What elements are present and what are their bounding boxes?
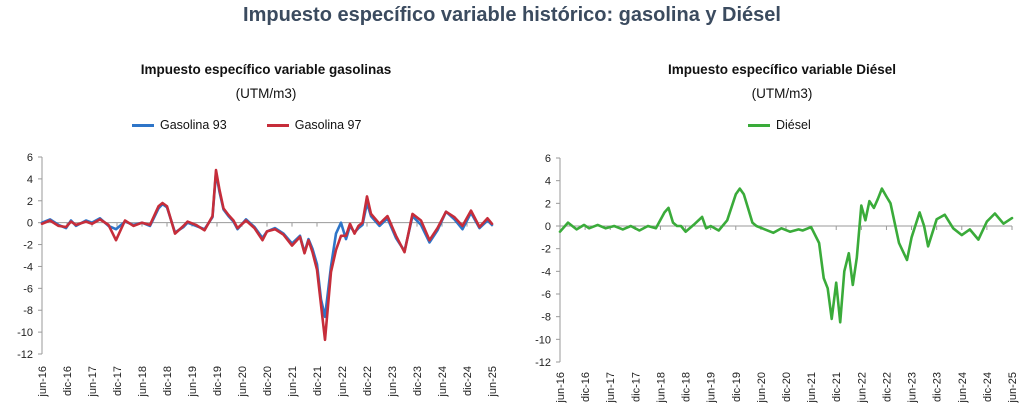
right-x-tick-label: jun-19 (706, 372, 718, 404)
left-x-tick-label: dic-16 (62, 366, 74, 396)
right-y-tick-label: 4 (545, 176, 551, 188)
legend-item-gasolina-97: Gasolina 97 (266, 118, 362, 132)
right-y-tick-label: -8 (541, 312, 551, 324)
right-y-tick-label: 0 (545, 221, 551, 233)
right-x-tick-label: dic-17 (630, 372, 642, 402)
right-x-tick-label: jun-25 (1007, 372, 1019, 404)
right-x-tick-label: dic-16 (580, 372, 592, 402)
left-x-tick-label: jun-22 (337, 366, 349, 398)
right-x-tick-label: jun-23 (907, 372, 919, 404)
left-x-tick-label: jun-17 (87, 366, 99, 398)
left-x-tick-label: jun-19 (187, 366, 199, 398)
left-x-tick-label: jun-25 (487, 366, 499, 398)
left-y-tick-label: 0 (27, 218, 33, 230)
left-x-tick-label: jun-16 (37, 366, 49, 398)
legend-label-gasolina-93: Gasolina 93 (160, 118, 227, 132)
right-x-tick-label: jun-17 (605, 372, 617, 404)
left-x-tick-label: dic-20 (262, 366, 274, 396)
right-chart-title: Impuesto específico variable Diésel (667, 62, 897, 77)
right-y-tick-label: -4 (541, 266, 551, 278)
legend-swatch-gasolina-93 (132, 123, 154, 127)
left-series-line-1 (40, 168, 494, 342)
right-y-tick-label: -2 (541, 244, 551, 256)
main-title: Impuesto específico variable histórico: … (243, 4, 781, 26)
right-y-tick-label: -10 (535, 334, 551, 346)
left-y-tick-label: 2 (27, 196, 33, 208)
left-x-tick-label: jun-18 (137, 366, 149, 398)
right-x-tick-label: dic-23 (932, 372, 944, 402)
left-x-tick-label: dic-19 (212, 366, 224, 396)
left-y-tick-label: 6 (27, 152, 33, 164)
right-x-tick-label: dic-24 (982, 372, 994, 402)
left-x-tick-label: jun-20 (237, 366, 249, 398)
legend-item-diesel: Diésel (748, 118, 811, 132)
right-series-line-0 (558, 187, 1014, 324)
right-x-tick-label: jun-24 (957, 372, 969, 404)
legend-item-gasolina-93: Gasolina 93 (132, 118, 227, 132)
right-x-tick-label: jun-18 (655, 372, 667, 404)
right-y-tick-label: 2 (545, 198, 551, 210)
right-chart-unit: (UTM/m3) (751, 86, 813, 101)
left-x-tick-label: dic-24 (462, 366, 474, 396)
right-y-tick-label: -6 (541, 289, 551, 301)
right-y-tick-label: -12 (535, 357, 551, 369)
right-x-tick-label: jun-20 (756, 372, 768, 404)
left-x-tick-label: dic-23 (412, 366, 424, 396)
left-x-tick-label: dic-22 (362, 366, 374, 396)
legend-swatch-diesel (748, 123, 770, 127)
right-x-tick-label: dic-19 (731, 372, 743, 402)
right-x-tick-label: dic-22 (881, 372, 893, 402)
right-x-tick-label: dic-21 (831, 372, 843, 402)
legend-label-gasolina-97: Gasolina 97 (294, 118, 362, 132)
left-x-tick-label: jun-24 (437, 366, 449, 398)
right-x-tick-label: jun-22 (856, 372, 868, 404)
legend-swatch-gasolina-97 (266, 123, 289, 127)
right-x-tick-label: dic-18 (681, 372, 693, 402)
left-x-tick-label: dic-21 (312, 366, 324, 396)
left-x-tick-label: dic-17 (112, 366, 124, 396)
left-x-tick-label: jun-21 (287, 366, 299, 398)
left-y-tick-label: -4 (23, 261, 33, 273)
right-x-tick-label: dic-20 (781, 372, 793, 402)
left-x-tick-label: jun-23 (387, 366, 399, 398)
left-y-tick-label: -12 (17, 349, 33, 361)
legend-label-diesel: Diésel (776, 118, 811, 132)
left-x-tick-label: dic-18 (162, 366, 174, 396)
left-y-tick-label: -2 (23, 240, 33, 252)
left-y-tick-label: -8 (23, 305, 33, 317)
right-y-tick-label: 6 (545, 153, 551, 165)
left-series-line-0 (40, 171, 494, 319)
left-chart-title: Impuesto específico variable gasolinas (140, 62, 392, 77)
left-y-tick-label: -10 (17, 327, 33, 339)
right-x-tick-label: jun-21 (806, 372, 818, 404)
left-y-tick-label: -6 (23, 283, 33, 295)
left-y-tick-label: 4 (27, 174, 33, 186)
left-legend: Gasolina 93 Gasolina 97 (132, 118, 401, 132)
right-legend: Diésel (748, 118, 851, 132)
right-x-tick-label: jun-16 (555, 372, 567, 404)
left-chart-unit: (UTM/m3) (235, 86, 297, 101)
